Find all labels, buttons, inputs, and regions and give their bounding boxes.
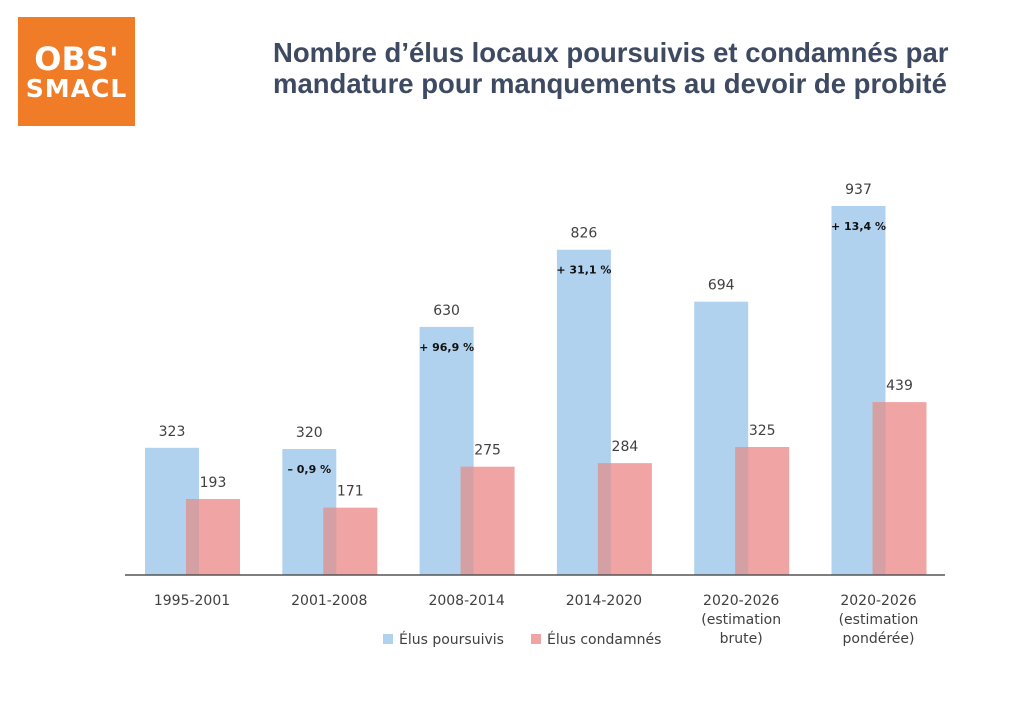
category-label: 1995-2001 xyxy=(154,593,230,609)
bar-overlap xyxy=(872,402,886,575)
legend-label-condamnes: Élus condamnés xyxy=(547,631,661,648)
variation-annotation: + 96,9 % xyxy=(419,341,474,354)
bar-overlap xyxy=(186,498,199,575)
category-label: 2014-2020 xyxy=(566,593,642,609)
chart-title-line2: mandature pour manquements au devoir de … xyxy=(273,68,947,99)
data-label-condamnes: 193 xyxy=(200,475,227,491)
logo-line2: SMACL xyxy=(25,73,128,103)
legend-label-poursuivis: Élus poursuivis xyxy=(399,631,504,648)
data-label-poursuivis: 694 xyxy=(708,278,735,294)
data-label-poursuivis: 937 xyxy=(845,182,872,198)
data-label-condamnes: 275 xyxy=(474,443,501,459)
category-label: pondérée) xyxy=(843,631,915,647)
data-label-poursuivis: 320 xyxy=(296,425,323,441)
data-label-poursuivis: 630 xyxy=(433,303,460,319)
chart-title-line1: Nombre d’élus locaux poursuivis et conda… xyxy=(273,37,949,68)
variation-annotation: + 31,1 % xyxy=(556,264,611,277)
bar-overlap xyxy=(460,466,474,575)
data-label-condamnes: 439 xyxy=(886,378,913,394)
category-label: 2001-2008 xyxy=(291,593,367,609)
logo-line1: OBS' xyxy=(34,39,119,78)
bar-overlap xyxy=(323,507,337,575)
data-label-condamnes: 171 xyxy=(337,484,364,500)
category-label: (estimation xyxy=(701,612,781,628)
legend-swatch-condamnes xyxy=(531,634,541,644)
legend-swatch-poursuivis xyxy=(383,634,393,644)
data-label-condamnes: 284 xyxy=(612,439,639,455)
data-label-condamnes: 325 xyxy=(749,423,776,439)
bar-overlap xyxy=(597,463,611,575)
data-label-poursuivis: 826 xyxy=(571,226,598,242)
category-label: 2020-2026 xyxy=(840,593,916,609)
category-label: brute) xyxy=(720,631,763,647)
variation-annotation: – 0,9 % xyxy=(287,463,331,476)
obs-smacl-logo: OBS' SMACL xyxy=(18,17,135,126)
category-label: 2008-2014 xyxy=(428,593,504,609)
bar-overlap xyxy=(735,447,749,575)
category-label: (estimation xyxy=(839,612,919,628)
variation-annotation: + 13,4 % xyxy=(831,220,886,233)
category-label: 2020-2026 xyxy=(703,593,779,609)
chart-title: Nombre d’élus locaux poursuivis et conda… xyxy=(273,37,1013,99)
data-label-poursuivis: 323 xyxy=(159,424,186,440)
